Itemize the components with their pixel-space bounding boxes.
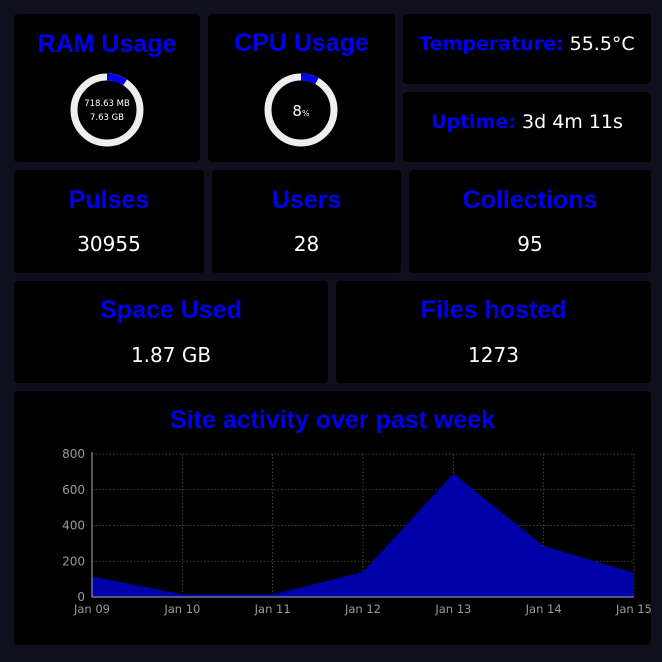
uptime-label: Uptime:	[431, 111, 516, 133]
collections-value: 95	[517, 232, 543, 256]
y-tick-label: 800	[62, 447, 85, 461]
pulses-value: 30955	[77, 232, 141, 256]
x-tick-label: Jan 10	[163, 602, 200, 616]
ram-usage-title: RAM Usage	[37, 30, 177, 58]
uptime-stat: Uptime: 3d 4m 11s	[403, 111, 651, 133]
series-area	[92, 473, 634, 597]
activity-chart-card: Site activity over past week 0 200 400 600 8…	[14, 391, 651, 645]
x-tick-label: Jan 12	[344, 602, 381, 616]
y-tick-label: 0	[77, 590, 85, 604]
collections-title: Collections	[462, 186, 598, 214]
ram-gauge-track	[70, 73, 144, 147]
x-tick-label: Jan 13	[434, 602, 471, 616]
cpu-usage-card: CPU Usage 8%	[208, 14, 395, 162]
temperature-value: 55.5°C	[569, 33, 635, 55]
chart-title: Site activity over past week	[169, 406, 496, 434]
cpu-usage-title: CPU Usage	[234, 29, 369, 57]
pulses-title: Pulses	[68, 186, 150, 214]
files-hosted-value: 1273	[468, 343, 519, 367]
cpu-unit-text: %	[302, 109, 310, 118]
users-value: 28	[293, 232, 320, 256]
ram-used-text: 718.63 MB	[84, 99, 130, 109]
users-title: Users	[271, 186, 342, 214]
uptime-card: Uptime: 3d 4m 11s	[403, 92, 651, 162]
x-tick-label: Jan 09	[73, 602, 110, 616]
x-tick-label: Jan 15	[615, 602, 651, 616]
space-used-title: Space Used	[100, 296, 242, 324]
ram-usage-gauge: 718.63 MB 7.63 GB	[70, 73, 144, 147]
activity-chart: 0 200 400 600 800 Jan 09 Jan 10 Jan 11 Jan 12 Jan…	[62, 447, 651, 616]
cpu-value-text: 8	[292, 102, 302, 120]
pulses-card: Pulses 30955	[14, 170, 204, 273]
temperature-label: Temperature:	[419, 33, 564, 55]
x-tick-label: Jan 11	[254, 602, 291, 616]
cpu-usage-gauge: 8%	[264, 73, 338, 147]
y-tick-label: 400	[62, 519, 85, 533]
ram-usage-card: RAM Usage 718.63 MB 7.63 GB	[14, 14, 200, 162]
svg-text:8%: 8%	[292, 102, 310, 120]
users-card: Users 28	[212, 170, 401, 273]
temperature-stat: Temperature: 55.5°C	[403, 33, 651, 55]
files-hosted-card: Files hosted 1273	[336, 281, 651, 383]
files-hosted-title: Files hosted	[420, 296, 567, 324]
space-used-card: Space Used 1.87 GB	[14, 281, 328, 383]
x-tick-label: Jan 14	[525, 602, 562, 616]
ram-gauge-fill	[70, 73, 144, 147]
y-tick-label: 600	[62, 483, 85, 497]
ram-total-text: 7.63 GB	[90, 113, 124, 123]
cpu-gauge-fill	[264, 73, 338, 147]
temperature-card: Temperature: 55.5°C	[403, 14, 651, 84]
y-tick-label: 200	[62, 554, 85, 568]
space-used-value: 1.87 GB	[130, 343, 212, 367]
uptime-value: 3d 4m 11s	[522, 111, 623, 133]
collections-card: Collections 95	[409, 170, 651, 273]
